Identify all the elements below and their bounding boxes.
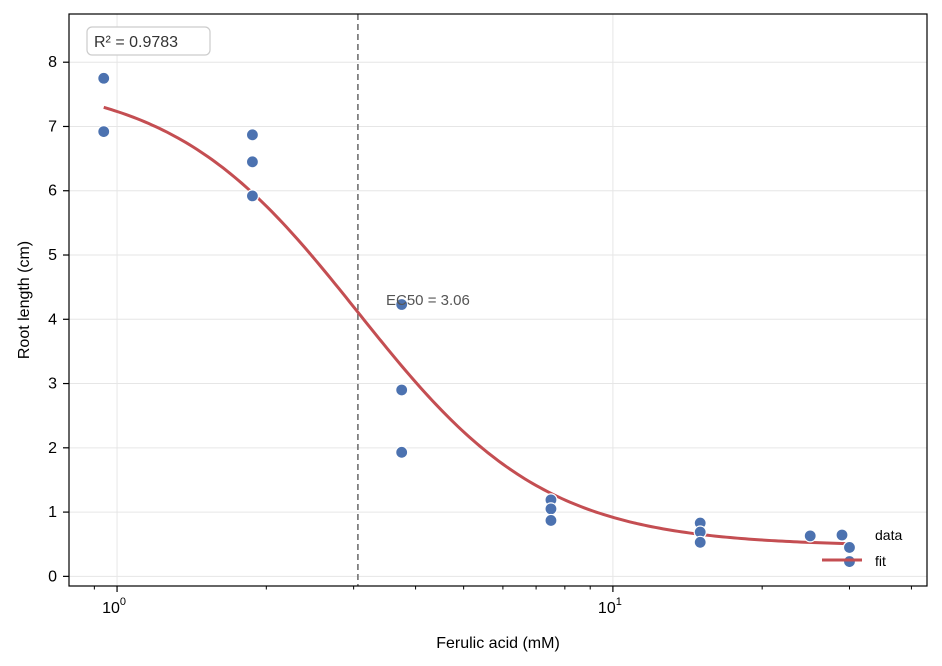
y-axis-title: Root length (cm) bbox=[16, 241, 33, 359]
y-tick-label: 0 bbox=[48, 568, 57, 585]
legend-data-label: data bbox=[875, 527, 902, 543]
y-tick-label: 6 bbox=[48, 183, 57, 200]
axes-layer bbox=[68, 13, 928, 587]
legend-fit-label: fit bbox=[875, 553, 886, 569]
data-point bbox=[544, 502, 558, 516]
plot-frame bbox=[68, 13, 928, 587]
y-tick-label: 8 bbox=[48, 54, 57, 71]
data-point bbox=[395, 383, 409, 397]
data-point bbox=[97, 71, 111, 85]
data-point bbox=[544, 513, 558, 528]
data-point bbox=[395, 445, 409, 459]
legend-data-marker bbox=[835, 528, 849, 542]
ec50-label: EC50 = 3.06 bbox=[386, 292, 470, 309]
data-point bbox=[245, 189, 260, 203]
y-tick-label: 5 bbox=[48, 247, 57, 264]
x-tick-label: 100 bbox=[102, 596, 126, 617]
data-point bbox=[842, 554, 857, 569]
data-point bbox=[842, 540, 857, 555]
grid bbox=[69, 14, 927, 586]
data-point bbox=[693, 535, 707, 549]
data-point bbox=[97, 125, 111, 139]
data-point bbox=[245, 155, 260, 169]
y-tick-label: 7 bbox=[48, 118, 57, 135]
data-point bbox=[803, 529, 817, 543]
x-axis-title: Ferulic acid (mM) bbox=[436, 635, 560, 652]
y-tick-label: 4 bbox=[48, 311, 57, 328]
r2-label: R² = 0.9783 bbox=[94, 34, 178, 51]
y-tick-label: 2 bbox=[48, 440, 57, 457]
fit-layer bbox=[103, 105, 850, 546]
y-tick-label: 3 bbox=[48, 376, 57, 393]
points-layer bbox=[97, 71, 857, 569]
fit-curve bbox=[103, 105, 850, 546]
legend: data fit bbox=[822, 527, 902, 569]
r2-box: R² = 0.9783 bbox=[86, 26, 211, 56]
x-tick-label: 101 bbox=[598, 596, 622, 617]
data-point bbox=[245, 128, 260, 142]
y-tick-label: 1 bbox=[48, 504, 57, 521]
data-point bbox=[395, 297, 409, 312]
